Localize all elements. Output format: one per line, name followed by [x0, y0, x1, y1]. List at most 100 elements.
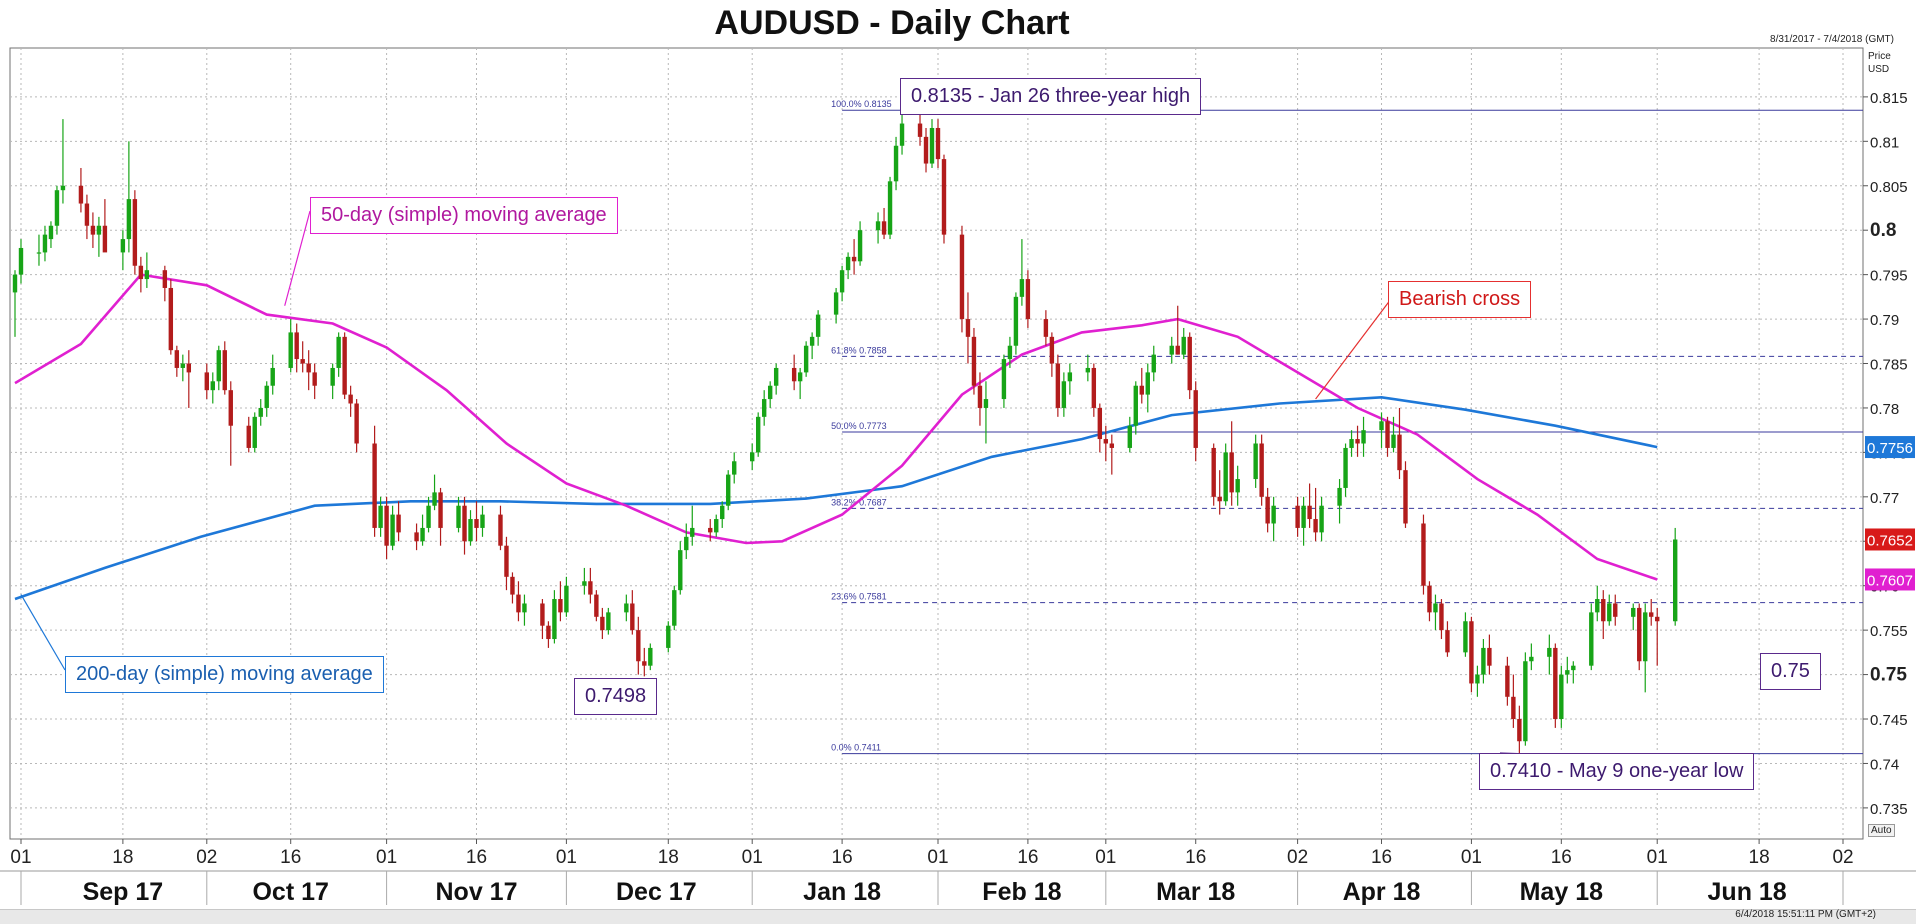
- candle-up: [468, 510, 473, 546]
- x-tick-label: 01: [742, 847, 763, 868]
- candle-body: [833, 292, 839, 315]
- candle-up: [210, 372, 215, 404]
- candle-down: [1511, 674, 1516, 728]
- candle-down: [90, 212, 96, 248]
- candle-body: [270, 367, 275, 386]
- month-label: Mar 18: [1156, 878, 1235, 906]
- month-label: Nov 17: [436, 878, 518, 906]
- candle-down: [102, 199, 108, 253]
- x-tick-label: 18: [658, 847, 679, 868]
- annotation-ma200: 200-day (simple) moving average: [65, 656, 384, 693]
- candle-up: [1595, 585, 1600, 622]
- candle-body: [1607, 603, 1612, 622]
- candle-body: [857, 230, 863, 262]
- candle-body: [18, 247, 24, 275]
- candle-up: [1571, 661, 1576, 684]
- candle-body: [965, 319, 971, 337]
- auto-button[interactable]: Auto: [1868, 824, 1895, 837]
- candle-body: [1589, 612, 1594, 666]
- candle-down: [594, 590, 599, 622]
- candle-up: [875, 212, 881, 244]
- candle-body: [264, 385, 269, 408]
- candle-up: [666, 621, 671, 653]
- candle-body: [504, 545, 509, 577]
- y-tick-label: 0.74: [1870, 756, 1899, 773]
- candle-body: [666, 625, 671, 648]
- candle-body: [977, 385, 983, 408]
- x-tick-label: 02: [1832, 847, 1853, 868]
- candle-body: [384, 505, 389, 546]
- candle-body: [1553, 647, 1558, 720]
- candle-up: [1007, 336, 1013, 368]
- candle-body: [1049, 336, 1055, 364]
- candle-body: [180, 363, 186, 368]
- x-tick-label: 16: [280, 847, 301, 868]
- candle-up: [833, 287, 839, 324]
- candle-down: [600, 607, 605, 640]
- candle-down: [474, 501, 479, 542]
- candle-up: [767, 381, 773, 408]
- candle-body: [1637, 607, 1642, 662]
- annotation-level-075: 0.75: [1760, 653, 1821, 690]
- candle-down: [84, 194, 90, 240]
- candle-up: [929, 119, 935, 168]
- candle-body: [252, 416, 257, 448]
- candle-body: [624, 603, 629, 613]
- month-label: Jun 18: [1708, 878, 1787, 906]
- month-label: Oct 17: [252, 878, 328, 906]
- candle-body: [306, 363, 311, 373]
- candle-body: [893, 145, 899, 182]
- candle-body: [396, 514, 401, 533]
- y-tick-label: 0.75: [1870, 665, 1907, 686]
- candle-body: [708, 527, 713, 533]
- candle-down: [1637, 603, 1642, 671]
- candle-body: [690, 527, 695, 537]
- candle-body: [1337, 487, 1342, 506]
- candle-up: [624, 594, 629, 622]
- candle-up: [1169, 336, 1174, 364]
- month-label: Sep 17: [83, 878, 164, 906]
- candle-up: [755, 412, 761, 457]
- candle-body: [1085, 367, 1091, 373]
- candle-up: [887, 176, 893, 240]
- candle-down: [1049, 332, 1055, 377]
- candle-body: [378, 505, 383, 528]
- x-tick-label: 01: [1461, 847, 1482, 868]
- candle-body: [606, 612, 611, 631]
- x-tick-label: 01: [376, 847, 397, 868]
- candle-down: [1445, 621, 1450, 657]
- candle-body: [1007, 345, 1013, 360]
- candle-down: [1427, 581, 1432, 622]
- candle-down: [1613, 594, 1618, 626]
- candle-up: [983, 381, 989, 444]
- candle-down: [414, 523, 419, 551]
- candle-body: [1103, 439, 1109, 444]
- candle-body: [881, 221, 887, 235]
- month-label: Feb 18: [982, 878, 1061, 906]
- candle-up: [720, 501, 725, 528]
- x-tick-label: 16: [1017, 847, 1038, 868]
- candle-up: [1343, 443, 1348, 497]
- candle-down: [78, 167, 84, 213]
- candle-body: [773, 367, 779, 386]
- candle-up: [1349, 430, 1354, 457]
- date-range: 8/31/2017 - 7/4/2018 (GMT): [1770, 34, 1894, 45]
- fib-level-label: 61.8% 0.7858: [831, 345, 887, 355]
- candle-body: [36, 252, 42, 254]
- candle-down: [1655, 607, 1660, 666]
- candle-down: [1397, 407, 1402, 480]
- candle-up: [1061, 372, 1067, 417]
- candle-body: [1193, 390, 1198, 448]
- candle-down: [941, 154, 947, 244]
- candle-body: [174, 350, 180, 368]
- annotation-three-year-high: 0.8135 - Jan 26 three-year high: [900, 78, 1202, 115]
- candle-body: [726, 474, 731, 506]
- x-tick-label: 16: [1371, 847, 1392, 868]
- month-label: Jan 18: [803, 878, 881, 906]
- candle-down: [1103, 425, 1109, 462]
- candle-up: [606, 607, 611, 635]
- candle-body: [144, 270, 150, 280]
- x-tick-label: 01: [556, 847, 577, 868]
- candle-body: [1463, 621, 1468, 653]
- candle-body: [815, 314, 821, 337]
